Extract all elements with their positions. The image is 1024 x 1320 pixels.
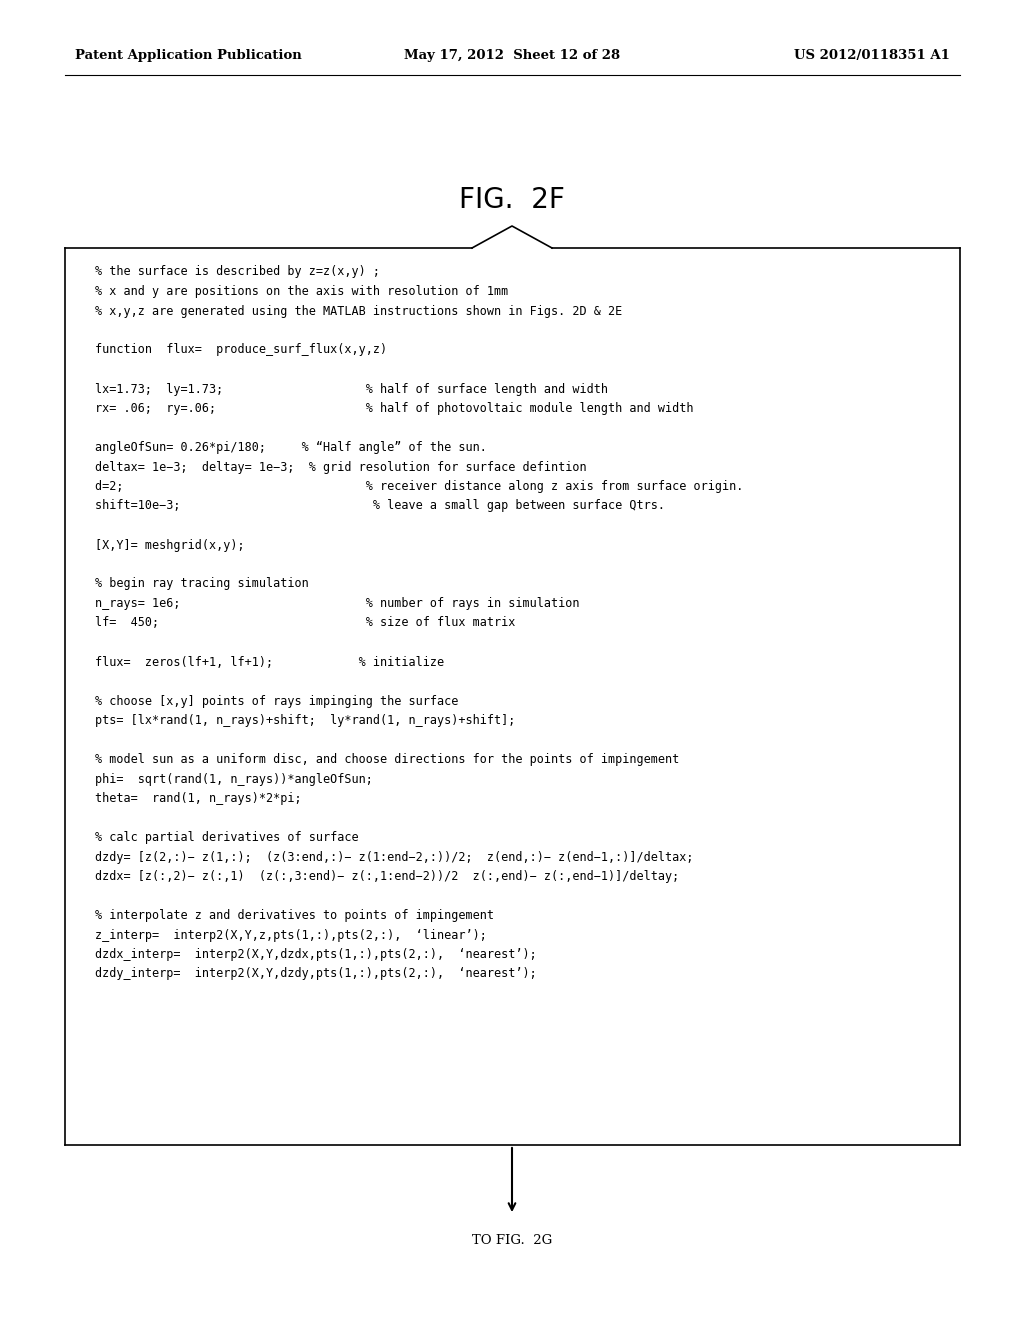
Text: n_rays= 1e6;                          % number of rays in simulation: n_rays= 1e6; % number of rays in simulat… [95, 597, 580, 610]
Text: function  flux=  produce_surf_flux(x,y,z): function flux= produce_surf_flux(x,y,z) [95, 343, 387, 356]
Text: lf=  450;                             % size of flux matrix: lf= 450; % size of flux matrix [95, 616, 515, 630]
Text: % model sun as a uniform disc, and choose directions for the points of impingeme: % model sun as a uniform disc, and choos… [95, 752, 679, 766]
Text: angleOfSun= 0.26*pi/180;     % “Half angle” of the sun.: angleOfSun= 0.26*pi/180; % “Half angle” … [95, 441, 486, 454]
Text: % begin ray tracing simulation: % begin ray tracing simulation [95, 578, 309, 590]
Text: % calc partial derivatives of surface: % calc partial derivatives of surface [95, 832, 358, 843]
Text: pts= [lx*rand(1, n_rays)+shift;  ly*rand(1, n_rays)+shift];: pts= [lx*rand(1, n_rays)+shift; ly*rand(… [95, 714, 515, 727]
Text: d=2;                                  % receiver distance along z axis from surf: d=2; % receiver distance along z axis fr… [95, 480, 743, 492]
Text: lx=1.73;  ly=1.73;                    % half of surface length and width: lx=1.73; ly=1.73; % half of surface leng… [95, 383, 608, 396]
Text: dzdy= [z(2,:)− z(1,:);  (z(3:end,:)− z(1:end−2,:))/2;  z(end,:)− z(end−1,:)]/del: dzdy= [z(2,:)− z(1,:); (z(3:end,:)− z(1:… [95, 850, 693, 863]
Text: shift=10e−3;                           % leave a small gap between surface Qtrs.: shift=10e−3; % leave a small gap between… [95, 499, 665, 512]
Text: US 2012/0118351 A1: US 2012/0118351 A1 [795, 49, 950, 62]
Text: % the surface is described by z=z(x,y) ;: % the surface is described by z=z(x,y) ; [95, 265, 380, 279]
Text: dzdy_interp=  interp2(X,Y,dzdy,pts(1,:),pts(2,:),  ‘nearest’);: dzdy_interp= interp2(X,Y,dzdy,pts(1,:),p… [95, 968, 537, 981]
Text: phi=  sqrt(rand(1, n_rays))*angleOfSun;: phi= sqrt(rand(1, n_rays))*angleOfSun; [95, 772, 373, 785]
Text: FIG.  2F: FIG. 2F [459, 186, 565, 214]
Text: deltax= 1e−3;  deltay= 1e−3;  % grid resolution for surface defintion: deltax= 1e−3; deltay= 1e−3; % grid resol… [95, 461, 587, 474]
Text: z_interp=  interp2(X,Y,z,pts(1,:),pts(2,:),  ‘linear’);: z_interp= interp2(X,Y,z,pts(1,:),pts(2,:… [95, 928, 486, 941]
Text: dzdx= [z(:,2)− z(:,1)  (z(:,3:end)− z(:,1:end−2))/2  z(:,end)− z(:,end−1)]/delta: dzdx= [z(:,2)− z(:,1) (z(:,3:end)− z(:,1… [95, 870, 679, 883]
Text: % x and y are positions on the axis with resolution of 1mm: % x and y are positions on the axis with… [95, 285, 508, 298]
Text: Patent Application Publication: Patent Application Publication [75, 49, 302, 62]
Text: rx= .06;  ry=.06;                     % half of photovoltaic module length and w: rx= .06; ry=.06; % half of photovoltaic … [95, 403, 693, 414]
Text: % interpolate z and derivatives to points of impingement: % interpolate z and derivatives to point… [95, 909, 494, 921]
Text: [X,Y]= meshgrid(x,y);: [X,Y]= meshgrid(x,y); [95, 539, 245, 552]
Text: theta=  rand(1, n_rays)*2*pi;: theta= rand(1, n_rays)*2*pi; [95, 792, 302, 805]
Text: % x,y,z are generated using the MATLAB instructions shown in Figs. 2D & 2E: % x,y,z are generated using the MATLAB i… [95, 305, 623, 318]
Text: % choose [x,y] points of rays impinging the surface: % choose [x,y] points of rays impinging … [95, 694, 459, 708]
Text: flux=  zeros(lf+1, lf+1);            % initialize: flux= zeros(lf+1, lf+1); % initialize [95, 656, 444, 668]
Text: TO FIG.  2G: TO FIG. 2G [472, 1233, 552, 1246]
Text: dzdx_interp=  interp2(X,Y,dzdx,pts(1,:),pts(2,:),  ‘nearest’);: dzdx_interp= interp2(X,Y,dzdx,pts(1,:),p… [95, 948, 537, 961]
Text: May 17, 2012  Sheet 12 of 28: May 17, 2012 Sheet 12 of 28 [403, 49, 621, 62]
